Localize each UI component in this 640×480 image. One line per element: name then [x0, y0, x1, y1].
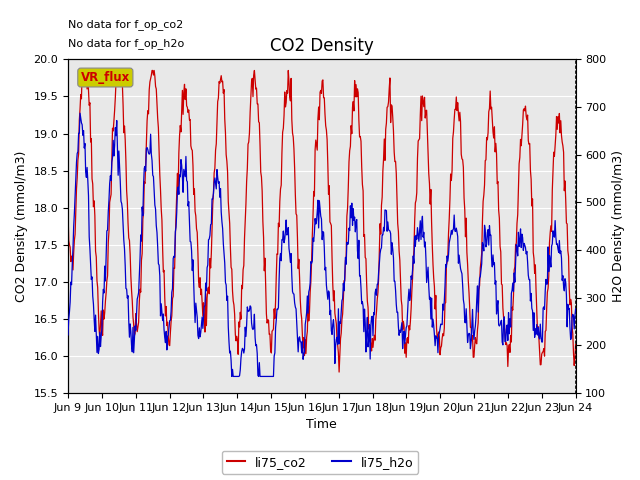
Text: No data for f_op_h2o: No data for f_op_h2o	[68, 37, 184, 48]
Text: VR_flux: VR_flux	[81, 71, 130, 84]
Title: CO2 Density: CO2 Density	[270, 37, 374, 55]
Y-axis label: CO2 Density (mmol/m3): CO2 Density (mmol/m3)	[15, 151, 28, 302]
Legend: li75_co2, li75_h2o: li75_co2, li75_h2o	[221, 451, 419, 474]
X-axis label: Time: Time	[307, 419, 337, 432]
Text: No data for f_op_co2: No data for f_op_co2	[68, 19, 183, 30]
Y-axis label: H2O Density (mmol/m3): H2O Density (mmol/m3)	[612, 150, 625, 302]
